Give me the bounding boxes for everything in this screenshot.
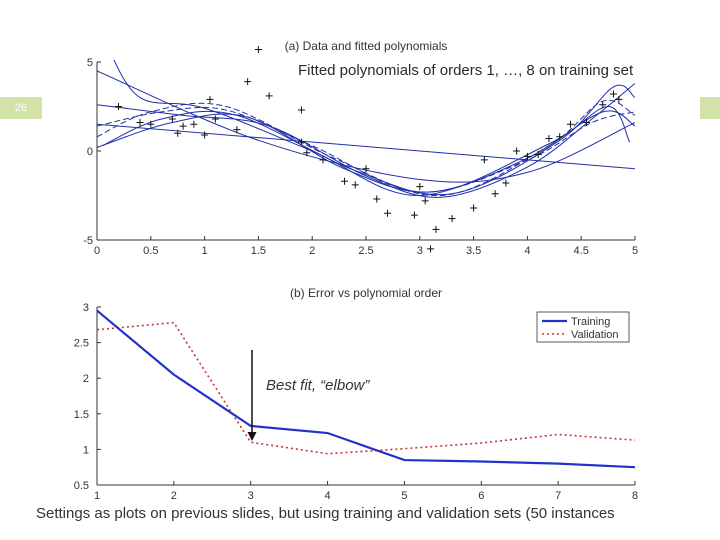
chart-b-x-tick-label: 8 (632, 490, 638, 502)
data-point-marker (421, 197, 429, 205)
data-point-marker (410, 211, 418, 219)
annotation-best-fit-elbow: Best fit, “elbow” (266, 377, 370, 394)
data-point-marker (480, 156, 488, 164)
data-point-marker (351, 181, 359, 189)
chart-a-x-tick-label: 2.5 (358, 245, 373, 257)
data-point-marker (211, 115, 219, 123)
fit-line-order-2 (97, 70, 635, 183)
chart-a-title: (a) Data and fitted polynomials (285, 39, 448, 53)
chart-a-x-tick-label: 1 (202, 245, 208, 257)
chart-data-and-fitted-polynomials: (a) Data and fitted polynomials 0 0.5 1 1.5 2… (83, 39, 638, 257)
data-point-marker (168, 115, 176, 123)
data-point-marker (265, 92, 273, 100)
data-point-marker (179, 122, 187, 130)
data-point-marker (545, 135, 553, 143)
chart-a-x-tick-label: 4 (524, 245, 530, 257)
chart-b-x-tick-label: 6 (478, 490, 484, 502)
elbow-arrow-head (247, 432, 257, 441)
chart-b-x-tick-label: 4 (325, 490, 331, 502)
validation-error-line (96, 321, 636, 455)
chart-a-x-tick-label: 1.5 (251, 245, 266, 257)
footer-caption: Settings as plots on previous slides, bu… (36, 505, 615, 522)
data-point-marker (233, 126, 241, 134)
data-point-marker (373, 195, 381, 203)
data-point-marker (432, 225, 440, 233)
chart-a-x-tick-label: 3 (417, 245, 423, 257)
data-point-marker (297, 106, 305, 114)
chart-b-y-tick-label: 1 (83, 444, 89, 456)
data-point-marker (340, 177, 348, 185)
chart-b-x-tick-label: 1 (94, 490, 100, 502)
data-point-marker (513, 147, 521, 155)
data-point-marker (115, 103, 123, 110)
data-point-marker (136, 119, 144, 127)
data-point-marker (297, 138, 305, 146)
training-error-line (96, 309, 636, 469)
chart-b-x-tick-label: 2 (171, 490, 177, 502)
data-point-marker (303, 149, 311, 157)
chart-b-y-tick-label: 1.5 (74, 409, 89, 421)
data-point-marker (254, 46, 262, 54)
data-point-marker (491, 190, 499, 198)
data-point-marker (556, 133, 564, 141)
header-bar-accent (700, 97, 720, 119)
chart-b-x-tick-label: 3 (248, 490, 254, 502)
chart-a-x-tick-label: 3.5 (466, 245, 481, 257)
data-point-marker (448, 215, 456, 223)
data-point-marker (502, 179, 510, 187)
chart-b-y-tick-label: 0.5 (74, 480, 89, 492)
chart-b-y-tick-label: 2.5 (74, 338, 89, 350)
legend-training-label: Training (571, 316, 610, 328)
chart-a-y-tick-label: -5 (83, 235, 93, 247)
data-point-marker (599, 101, 607, 109)
fit-line-order-8 (102, 84, 635, 196)
data-point-marker (206, 95, 214, 103)
data-point-marker (201, 131, 209, 139)
data-point-marker (190, 120, 198, 128)
data-point-marker (427, 245, 435, 253)
data-point-marker (362, 165, 370, 173)
chart-a-x-tick-label: 4.5 (574, 245, 589, 257)
data-point-marker (174, 129, 182, 137)
chart-b-x-tick-label: 5 (401, 490, 407, 502)
data-point-marker (566, 120, 574, 128)
chart-a-y-tick-label: 5 (87, 57, 93, 69)
annotation-fitted-polynomials: Fitted polynomials of orders 1, …, 8 on … (298, 62, 634, 79)
data-point-marker (615, 95, 623, 103)
data-point-marker (244, 78, 252, 86)
chart-a-fit-lines (97, 60, 635, 198)
slide-number: 26 (0, 97, 42, 119)
legend-validation-label: Validation (571, 329, 619, 341)
chart-a-y-tick-label: 0 (87, 146, 93, 158)
chart-a-x-tick-label: 0.5 (143, 245, 158, 257)
chart-a-x-tick-label: 5 (632, 245, 638, 257)
chart-b-x-tick-label: 7 (555, 490, 561, 502)
chart-error-vs-order: (b) Error vs polynomial order 1 2 3 4 5 6 7 8 0.5… (74, 286, 638, 502)
chart-b-y-tick-label: 3 (83, 302, 89, 314)
chart-a-x-tick-label: 0 (94, 245, 100, 257)
data-point-marker (384, 209, 392, 217)
data-point-marker (416, 183, 424, 191)
data-point-marker (609, 90, 617, 98)
data-point-marker (534, 151, 542, 159)
data-point-marker (583, 119, 591, 127)
data-point-marker (319, 156, 327, 164)
data-point-marker (147, 120, 155, 128)
data-point-marker (470, 204, 478, 212)
legend-box (536, 311, 630, 343)
chart-a-x-tick-label: 2 (309, 245, 315, 257)
data-point-marker (523, 152, 531, 160)
chart-b-y-tick-label: 2 (83, 373, 89, 385)
chart-b-title: (b) Error vs polynomial order (290, 286, 442, 300)
fit-line-order-7 (113, 60, 631, 197)
